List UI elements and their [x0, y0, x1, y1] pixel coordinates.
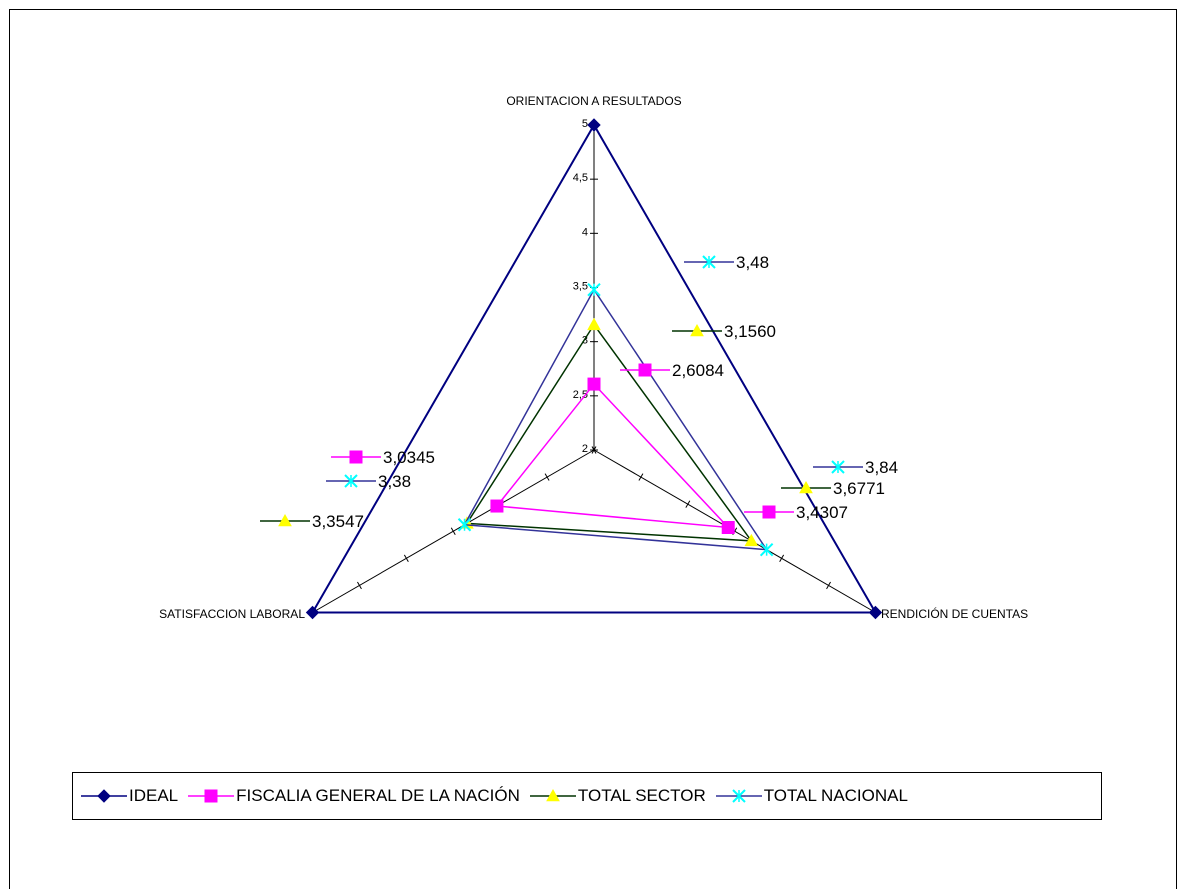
point-ideal [587, 118, 601, 132]
tick-label: 5 [582, 118, 588, 130]
axis-title-rendicion-de-cuentas: RENDICIÓN DE CUENTAS [881, 606, 1028, 621]
legend-item-ideal: IDEAL [79, 786, 178, 806]
data-label-fiscalia-general-de-la-nacion: 3,4307 [744, 503, 848, 522]
data-label-total-nacional: 3,84 [813, 458, 898, 477]
point-fiscalia-general-de-la-nacion [490, 499, 504, 513]
series-line-ideal [310, 122, 878, 614]
data-label-total-sector: 3,3547 [260, 512, 364, 531]
point-total-nacional [587, 282, 601, 297]
legend-label: FISCALIA GENERAL DE LA NACIÓN [236, 786, 520, 805]
axis-tick [591, 446, 597, 454]
tick-label: 4,5 [573, 172, 588, 184]
point-ideal [305, 605, 320, 620]
point-fiscalia-general-de-la-nacion [721, 520, 735, 534]
tick-label: 3 [582, 335, 588, 347]
svg-text:3,84: 3,84 [865, 458, 898, 477]
axis-tick [357, 581, 362, 590]
axis-tick [685, 500, 691, 508]
chart-frame [9, 9, 1177, 889]
legend: IDEAL FISCALIA GENERAL DE LA NACIÓN TOTAL … [72, 772, 1102, 820]
axis-title-orientacion-a-resultados: ORIENTACION A RESULTADOS [506, 94, 681, 108]
tick-label: 4 [582, 226, 588, 238]
point-total-sector [587, 317, 601, 331]
svg-text:2,6084: 2,6084 [672, 361, 724, 380]
axis-tick [544, 473, 550, 481]
series-layer [305, 118, 883, 620]
legend-item-fiscalia-general-de-la-nacion: FISCALIA GENERAL DE LA NACIÓN [186, 786, 520, 806]
legend-item-total-nacional: TOTAL NACIONAL [714, 786, 908, 806]
axes-layer: 2 2,5 3 3,5 4 4,5 5 ORIENTACION A RESULTADOS REN… [159, 94, 1028, 621]
tick-label: 2,5 [573, 389, 588, 401]
legend-label: TOTAL SECTOR [577, 786, 706, 805]
point-total-sector [744, 533, 759, 547]
legend-label: IDEAL [129, 786, 179, 805]
axis-title-satisfaccion-laboral: SATISFACCION LABORAL [159, 607, 305, 621]
tick-label: 3,5 [573, 281, 588, 293]
data-label-fiscalia-general-de-la-nacion: 3,0345 [331, 448, 435, 467]
tick-label: 2 [582, 443, 588, 455]
axis-tick [779, 554, 785, 563]
point-total-nacional [759, 542, 774, 557]
svg-text:3,38: 3,38 [378, 472, 411, 491]
legend-swatch [188, 789, 235, 803]
svg-text:3,6771: 3,6771 [833, 479, 885, 498]
svg-text:3,4307: 3,4307 [796, 503, 848, 522]
data-label-total-sector: 3,6771 [781, 479, 885, 498]
series-line-fiscalia-general-de-la-nacion [495, 382, 731, 529]
svg-text:3,0345: 3,0345 [383, 448, 435, 467]
axis-tick [638, 473, 644, 481]
legend-item-total-sector: TOTAL SECTOR [528, 786, 706, 806]
data-label-total-nacional: 3,38 [326, 472, 411, 491]
legend-swatch [529, 788, 576, 802]
axis-tick [826, 581, 831, 590]
svg-text:3,3547: 3,3547 [312, 512, 364, 531]
legend-swatch [715, 789, 762, 803]
point-ideal [868, 605, 883, 620]
axis-tick [403, 554, 409, 563]
svg-text:3,1560: 3,1560 [724, 322, 776, 341]
series-line-total-nacional [463, 288, 769, 551]
data-labels-layer: 2,6084 3,4307 3,0345 3,1560 3,6771 3,3547 3,48… [260, 253, 898, 531]
legend-label: TOTAL NACIONAL [763, 786, 908, 805]
data-label-fiscalia-general-de-la-nacion: 2,6084 [620, 361, 724, 380]
axis-tick [450, 527, 456, 535]
data-label-total-sector: 3,1560 [672, 322, 776, 341]
legend-swatch [81, 789, 127, 803]
point-fiscalia-general-de-la-nacion [587, 377, 601, 391]
svg-text:3,48: 3,48 [736, 253, 769, 272]
series-line-total-sector [465, 323, 753, 542]
point-total-nacional [457, 518, 472, 532]
data-label-total-nacional: 3,48 [684, 253, 769, 272]
